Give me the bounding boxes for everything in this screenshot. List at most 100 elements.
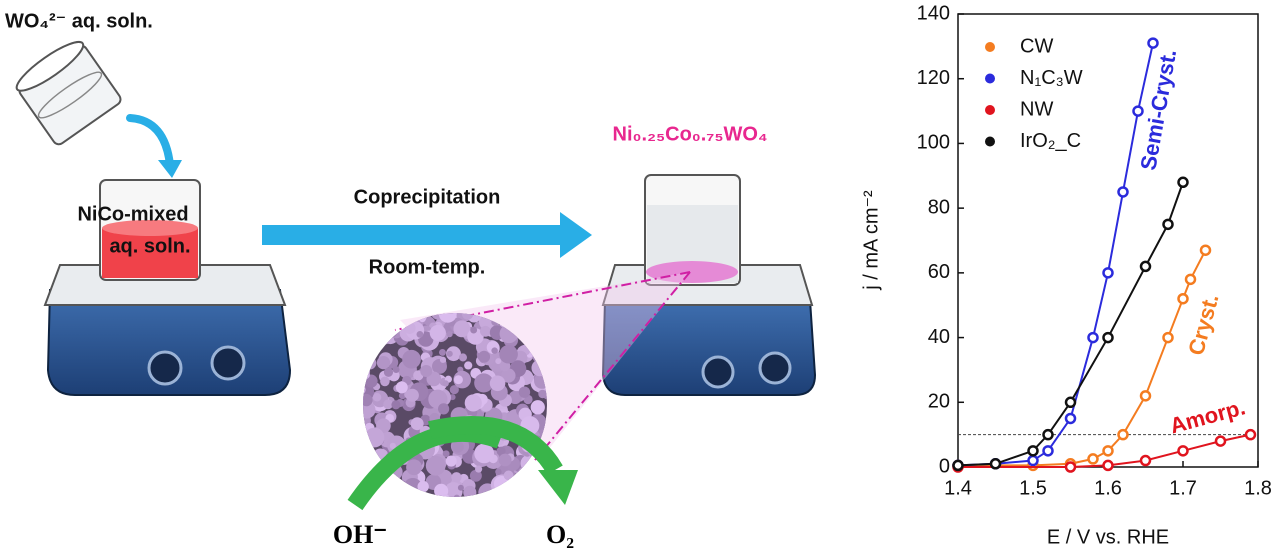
- legend-marker: [985, 42, 995, 52]
- particle: [373, 321, 385, 332]
- particle: [441, 494, 450, 497]
- particle: [446, 350, 453, 357]
- data-point: [1102, 331, 1114, 344]
- particle: [363, 355, 372, 368]
- data-point: [1064, 412, 1077, 425]
- data-point: [1139, 454, 1152, 467]
- particle: [363, 356, 377, 370]
- particle: [452, 441, 464, 453]
- particle: [363, 364, 366, 376]
- particle: [528, 490, 535, 497]
- data-point: [1162, 218, 1174, 231]
- particle: [474, 373, 494, 393]
- particle: [402, 484, 411, 493]
- data-point: [1102, 459, 1114, 472]
- y-tick-label: 120: [917, 67, 950, 89]
- data-point: [1177, 445, 1189, 457]
- particle: [429, 324, 446, 342]
- data-point: [1139, 390, 1152, 402]
- particle: [491, 347, 498, 354]
- particle: [372, 327, 389, 343]
- data-point: [1199, 244, 1212, 256]
- legend-label: N₁C₃W: [1020, 67, 1083, 89]
- particle: [501, 368, 516, 383]
- series-line: [957, 42, 1154, 467]
- particle: [453, 494, 460, 497]
- particle: [395, 381, 408, 394]
- y-tick-label: 0: [939, 455, 950, 477]
- particle: [538, 389, 547, 399]
- particle: [363, 329, 369, 340]
- particle: [376, 355, 391, 370]
- particle: [420, 364, 433, 378]
- particle: [453, 375, 463, 385]
- particle: [469, 469, 482, 482]
- data-point: [989, 458, 1002, 470]
- legend-marker: [985, 105, 995, 115]
- particle: [405, 388, 419, 402]
- particle: [470, 326, 478, 334]
- data-point: [1147, 37, 1159, 49]
- particle: [464, 394, 482, 412]
- data-point: [1214, 435, 1227, 447]
- particle: [530, 400, 545, 415]
- particle: [442, 380, 449, 387]
- particle: [364, 374, 378, 388]
- particle: [449, 385, 459, 395]
- particle: [363, 393, 373, 407]
- particle: [410, 417, 424, 431]
- particle: [416, 330, 424, 338]
- particle: [363, 450, 369, 463]
- precursor-label: WO₄²⁻ aq. soln.: [5, 10, 153, 32]
- particle: [363, 442, 372, 461]
- annotation: Cryst.: [1183, 291, 1223, 358]
- mixed-label: NiCo-mixed: [77, 203, 188, 225]
- data-point: [1177, 292, 1189, 305]
- data-point: [1027, 445, 1039, 457]
- data-point: [1139, 260, 1152, 273]
- data-point: [1184, 273, 1197, 286]
- particle: [396, 490, 409, 497]
- mixed-label: aq. soln.: [109, 235, 190, 257]
- particle: [392, 366, 400, 374]
- particle: [363, 384, 366, 395]
- particle: [370, 313, 388, 330]
- data-point: [952, 459, 964, 472]
- data-point: [1102, 445, 1114, 457]
- particle: [475, 465, 483, 473]
- legend-label: IrO₂_C: [1020, 130, 1081, 152]
- particle: [439, 356, 447, 363]
- particle: [508, 390, 522, 405]
- y-axis-label: j / mA cm⁻²: [860, 190, 882, 291]
- y-tick-label: 60: [928, 261, 950, 283]
- reaction-arrow: [428, 416, 563, 475]
- particle: [505, 494, 514, 497]
- reaction-arrowhead: [538, 470, 578, 505]
- particle: [499, 344, 518, 364]
- data-point: [1132, 105, 1144, 117]
- annotation: Amorp.: [1167, 394, 1248, 438]
- particle: [363, 370, 370, 380]
- particle: [372, 393, 382, 402]
- data-point: [1244, 428, 1257, 441]
- particle: [383, 320, 398, 336]
- particle: [442, 450, 450, 458]
- particle: [446, 331, 453, 338]
- particle: [489, 375, 506, 392]
- legend-marker: [985, 136, 995, 147]
- particle: [363, 333, 371, 351]
- particle: [438, 348, 446, 356]
- particle: [463, 485, 477, 497]
- y-tick-label: 80: [928, 196, 950, 218]
- zoom-line: [534, 271, 691, 461]
- particle: [495, 468, 502, 475]
- data-point: [1042, 428, 1054, 441]
- particle: [391, 400, 401, 410]
- particle: [363, 401, 376, 419]
- data-point: [1087, 453, 1099, 465]
- particle: [363, 331, 372, 346]
- particle: [503, 470, 514, 481]
- particle: [402, 349, 421, 369]
- legend-label: NW: [1020, 98, 1053, 120]
